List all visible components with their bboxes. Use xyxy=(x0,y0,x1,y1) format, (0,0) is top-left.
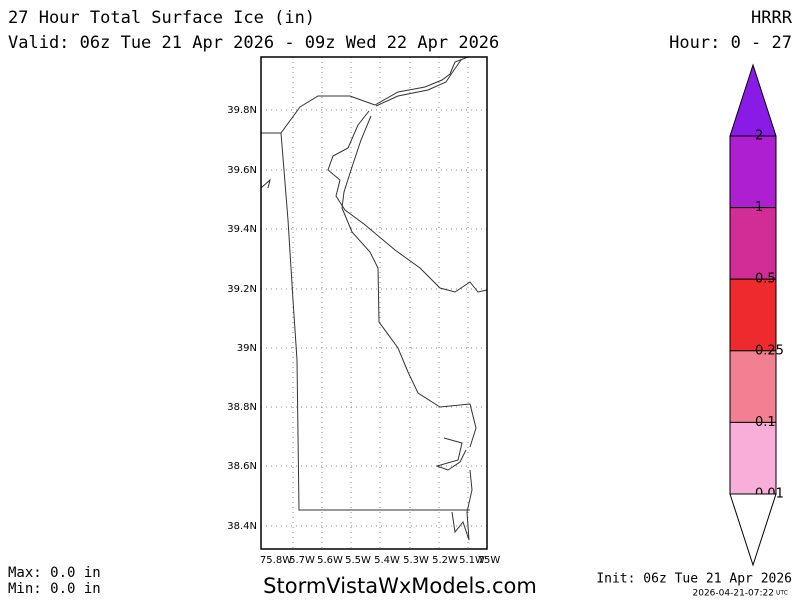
timezone: UTC xyxy=(776,590,788,597)
colorbar-label: 2 xyxy=(755,129,763,144)
lat-label: 39N xyxy=(237,343,257,354)
hour-range: Hour: 0 - 27 xyxy=(669,33,792,53)
min-value: Min: 0.0 in xyxy=(8,581,101,597)
state-border xyxy=(261,95,376,134)
coastline xyxy=(435,437,467,471)
coastline xyxy=(341,115,477,448)
colorbar-segment xyxy=(729,278,777,352)
model-name: HRRR xyxy=(751,8,793,28)
timestamp: 2026-04-21-07:22 xyxy=(693,589,775,599)
colorbar-segment xyxy=(729,207,777,280)
lon-label: 5.4W xyxy=(374,555,400,566)
coastline xyxy=(451,469,473,541)
map-title: 27 Hour Total Surface Ice (in) xyxy=(8,8,315,28)
coastline xyxy=(327,110,488,293)
lon-label: 5.1W xyxy=(459,555,485,566)
coastline xyxy=(374,56,469,106)
colorbar-segment xyxy=(729,135,777,209)
colorbar-segment xyxy=(729,350,777,423)
coastline xyxy=(375,59,462,107)
lat-label: 39.2N xyxy=(227,284,257,295)
colorbar-over xyxy=(729,63,777,137)
lon-label: 75W xyxy=(478,555,501,566)
lon-label: 5.3W xyxy=(403,555,429,566)
max-value: Max: 0.0 in xyxy=(8,565,101,581)
colorbar-under xyxy=(729,493,777,567)
lat-label: 38.6N xyxy=(227,461,257,472)
map-frame xyxy=(260,56,488,550)
colorbar-label: 0.1 xyxy=(755,415,776,430)
geography xyxy=(260,56,488,541)
site-name: StormVistaWxModels.com xyxy=(263,574,537,598)
coastline xyxy=(260,178,271,189)
colorbar: 210.50.250.10.01 xyxy=(729,63,784,567)
lon-label: 5.2W xyxy=(432,555,458,566)
init-time: Init: 06z Tue 21 Apr 2026 xyxy=(596,572,792,587)
colorbar-label: 1 xyxy=(755,200,763,215)
lon-label: 75.8W xyxy=(260,555,292,566)
lat-label: 39.8N xyxy=(227,105,257,116)
colorbar-segment xyxy=(729,421,777,495)
colorbar-label: 0.5 xyxy=(755,272,776,287)
lat-label: 39.4N xyxy=(227,224,257,235)
lon-label: 5.6W xyxy=(317,555,343,566)
valid-time: Valid: 06z Tue 21 Apr 2026 - 09z Wed 22 … xyxy=(8,33,499,53)
state-border xyxy=(280,132,470,511)
lon-label: 5.5W xyxy=(345,555,371,566)
lat-label: 38.8N xyxy=(227,402,257,413)
colorbar-label: 0.25 xyxy=(755,343,784,358)
lat-label: 38.4N xyxy=(227,521,257,532)
lon-label: 5.7W xyxy=(289,555,315,566)
lat-label: 39.6N xyxy=(227,165,257,176)
